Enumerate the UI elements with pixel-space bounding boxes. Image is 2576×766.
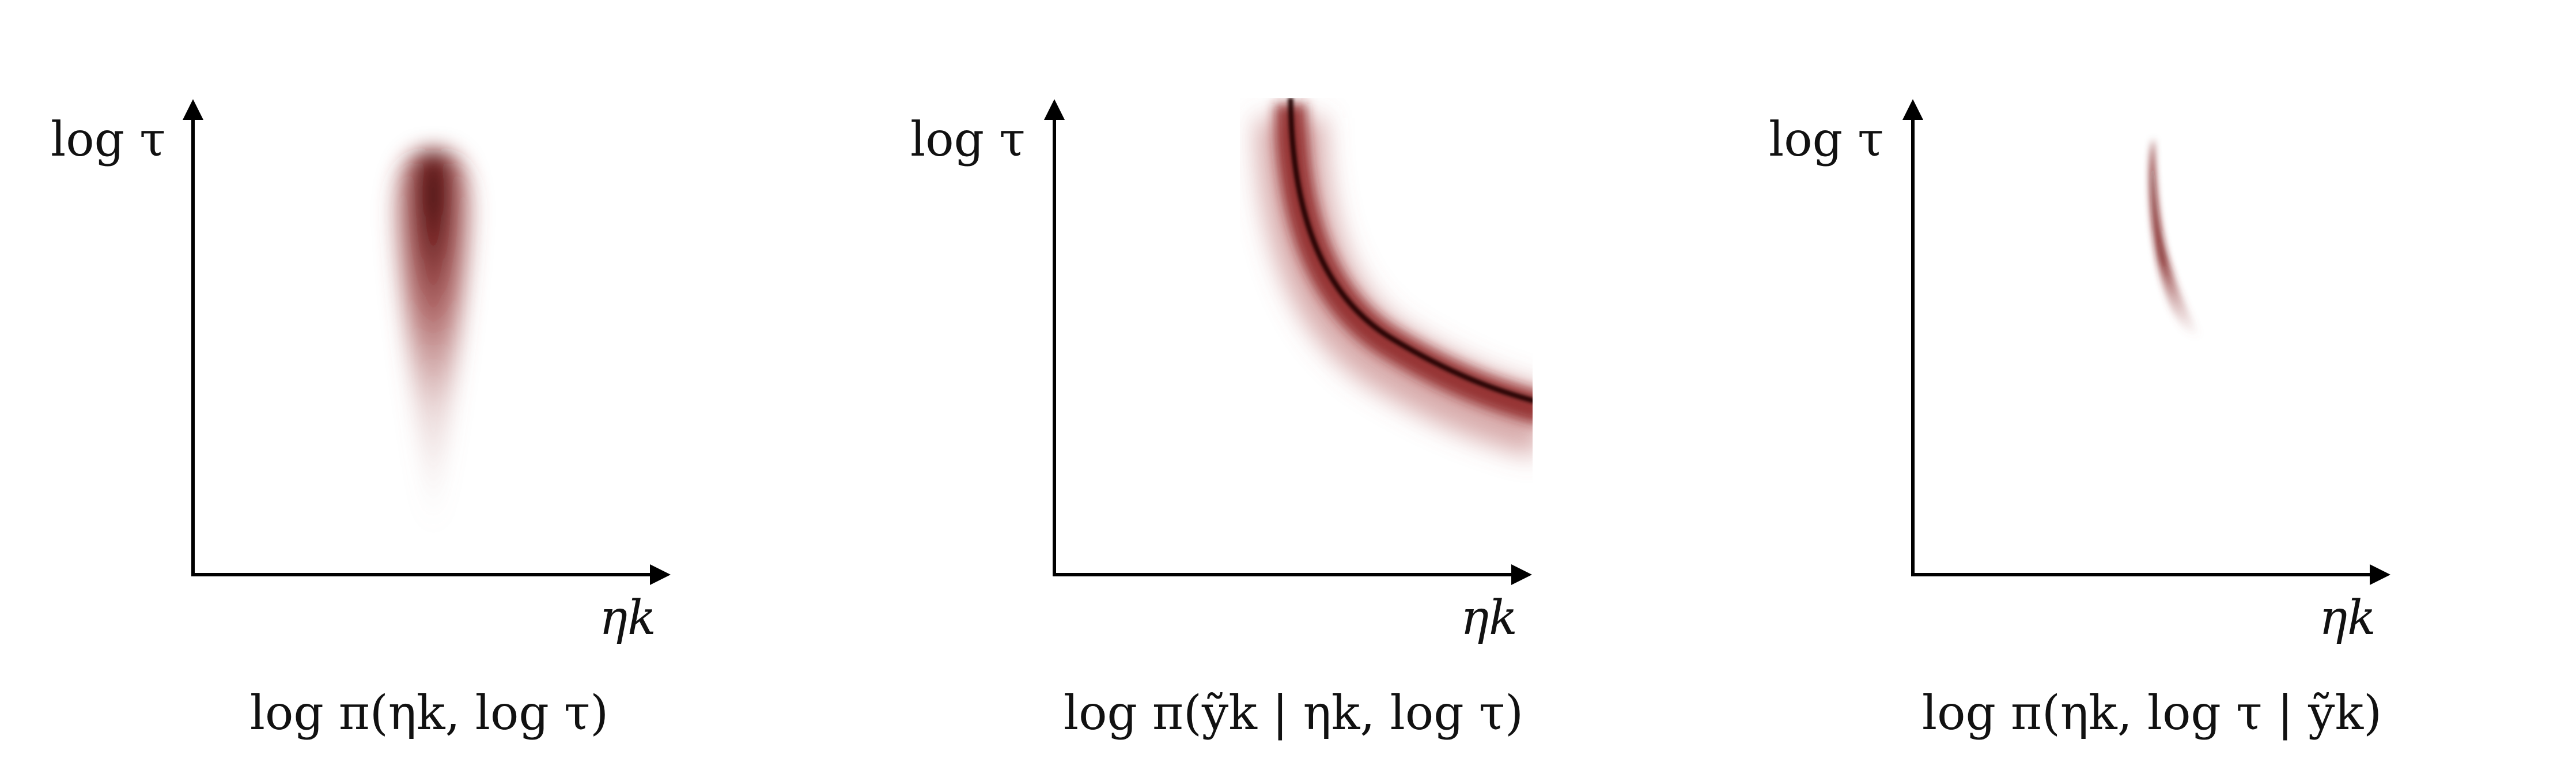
y-axis-label: log τ xyxy=(1769,112,1884,167)
panel-posterior: log τ ηk log π(ηk, log τ | ỹk) xyxy=(1769,99,2390,741)
x-axis-label: ηk xyxy=(2319,591,2376,646)
panel-prior: log τ ηk log π(ηk, log τ) xyxy=(51,99,671,741)
y-axis-label: log τ xyxy=(910,112,1026,167)
posterior-density xyxy=(2150,138,2201,338)
panel-caption: log π(ỹk | ηk, log τ) xyxy=(1064,686,1523,741)
panel-caption: log π(ηk, log τ) xyxy=(250,686,609,741)
y-axis-label: log τ xyxy=(51,112,166,167)
prior-density xyxy=(394,150,473,526)
x-axis-label: ηk xyxy=(1461,591,1518,646)
panel-caption: log π(ηk, log τ | ỹk) xyxy=(1922,686,2382,741)
panel-likelihood: log τ ηk log π(ỹk | ηk, log τ) xyxy=(910,98,1533,741)
x-axis-label: ηk xyxy=(599,591,656,646)
likelihood-density xyxy=(1256,98,1533,456)
